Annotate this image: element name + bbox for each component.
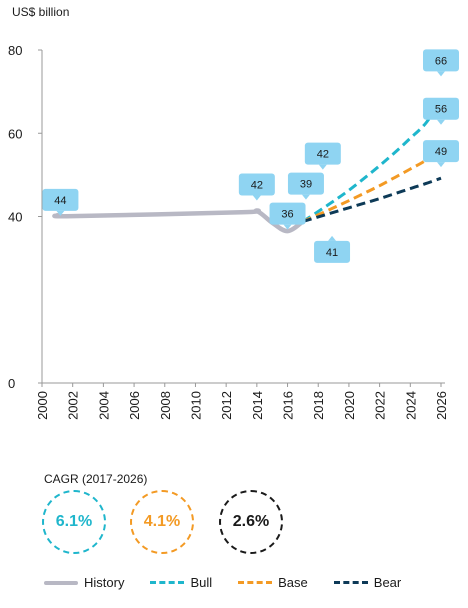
legend-item-history: History xyxy=(44,575,124,590)
callout-box xyxy=(287,172,324,195)
legend-label-bear: Bear xyxy=(373,575,402,590)
callout-8: 49 xyxy=(423,140,459,168)
callout-label: 56 xyxy=(435,104,447,116)
callout-box xyxy=(314,240,351,263)
callout-7: 56 xyxy=(423,97,459,125)
legend-label-history: History xyxy=(84,575,125,590)
callout-label: 49 xyxy=(435,146,447,158)
callout-label: 42 xyxy=(317,149,329,161)
callout-pointer xyxy=(283,224,292,230)
x-tick-label: 2004 xyxy=(96,391,111,420)
y-tick-label: 40 xyxy=(8,210,22,225)
x-tick-label: 2006 xyxy=(127,391,142,420)
callout-3: 39 xyxy=(287,172,324,200)
callout-label: 42 xyxy=(251,179,263,191)
x-tick-label: 2010 xyxy=(188,391,203,420)
legend-item-bull: Bull xyxy=(150,575,212,590)
callout-label: 44 xyxy=(54,195,66,207)
legend: History Bull Base Bear xyxy=(44,575,427,590)
callout-box xyxy=(238,173,275,196)
callout-box xyxy=(423,140,459,163)
x-tick-label: 2026 xyxy=(434,391,449,420)
callouts-group: 44 42 36 39 42 41 66 56 49 xyxy=(42,49,459,263)
callout-4: 42 xyxy=(304,142,341,170)
callout-label: 39 xyxy=(300,179,312,191)
x-tick-label: 2022 xyxy=(373,391,388,420)
legend-swatch-bull xyxy=(150,581,185,584)
callout-0: 44 xyxy=(42,188,79,216)
callout-label: 66 xyxy=(435,55,447,67)
callout-box xyxy=(269,202,306,225)
callout-6: 66 xyxy=(423,49,459,77)
y-tick-label: 60 xyxy=(8,126,22,141)
y-axis-label: US$ billion xyxy=(12,5,69,19)
callout-pointer xyxy=(56,210,65,216)
x-tick-label: 2008 xyxy=(158,391,173,420)
cagr-bear-badge: 2.6% xyxy=(219,490,283,554)
callout-5: 41 xyxy=(314,235,351,263)
callout-pointer xyxy=(437,71,445,77)
callout-pointer xyxy=(318,164,327,170)
series-group xyxy=(52,99,443,234)
line-chart: US$ billion 0 40 60 80 2000 2002 2004 2006 2008 2… xyxy=(8,5,459,420)
callout-pointer xyxy=(301,194,310,200)
callout-box xyxy=(304,142,341,165)
y-tick-label: 0 xyxy=(8,376,15,391)
cagr-base-badge: 4.1% xyxy=(130,490,194,554)
callout-1: 42 xyxy=(238,173,275,201)
x-tick-label: 2018 xyxy=(311,391,326,420)
callout-box xyxy=(42,188,79,211)
x-tick-label: 2012 xyxy=(219,391,234,420)
x-tick-label: 2020 xyxy=(342,391,357,420)
legend-label-bull: Bull xyxy=(190,575,213,590)
callout-2: 36 xyxy=(269,202,306,230)
x-tick-label: 2016 xyxy=(281,391,296,420)
callout-label: 36 xyxy=(281,209,293,221)
legend-label-base: Base xyxy=(278,575,308,590)
legend-swatch-bear xyxy=(333,581,368,584)
callout-box xyxy=(423,97,459,120)
legend-swatch-history xyxy=(44,580,78,585)
callout-pointer xyxy=(437,119,445,125)
x-tick-label: 2000 xyxy=(35,391,50,420)
cagr-bull-badge: 6.1% xyxy=(42,490,106,554)
y-tick-label: 80 xyxy=(8,43,22,58)
callout-pointer xyxy=(252,195,261,201)
x-tick-label: 2024 xyxy=(403,391,418,420)
callout-pointer xyxy=(328,235,337,241)
x-tick-label: 2014 xyxy=(250,391,265,420)
series-line-base xyxy=(302,146,442,223)
x-tick-label: 2002 xyxy=(66,391,81,420)
callout-box xyxy=(423,49,459,72)
axes: 0 40 60 80 2000 2002 2004 2006 2008 2010 2012 2014 2… xyxy=(8,43,449,420)
series-line-history xyxy=(52,208,306,234)
callout-label: 41 xyxy=(326,247,338,259)
series-line-bear xyxy=(302,176,442,223)
cagr-title: CAGR (2017-2026) xyxy=(44,472,148,486)
legend-swatch-base xyxy=(238,581,273,584)
legend-item-base: Base xyxy=(238,575,308,590)
series-line-bull xyxy=(302,99,443,223)
callout-pointer xyxy=(437,162,445,168)
legend-item-bear: Bear xyxy=(333,575,402,590)
